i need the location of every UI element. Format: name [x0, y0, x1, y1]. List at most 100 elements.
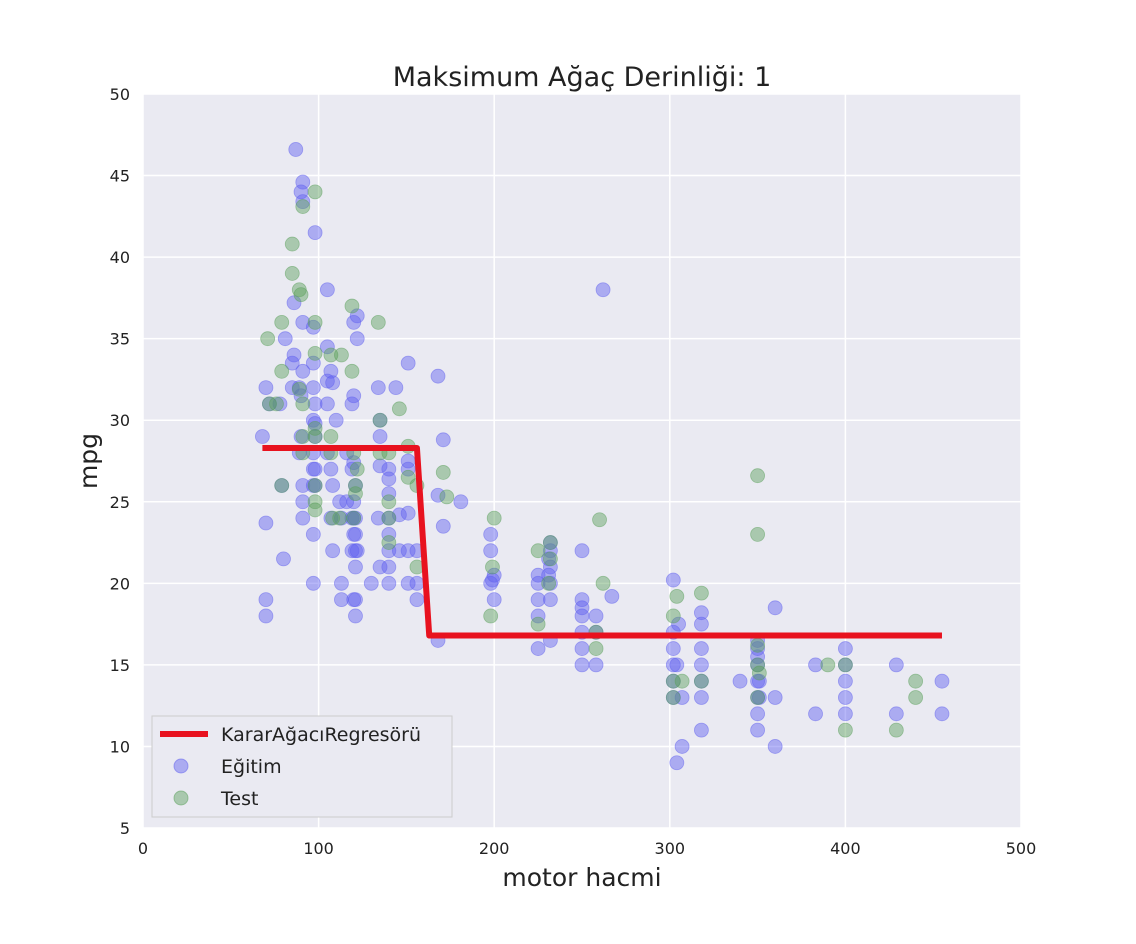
x-tick-label: 300 — [655, 839, 686, 858]
train-point — [295, 194, 311, 210]
train-point — [669, 657, 685, 673]
train-point — [288, 142, 304, 157]
train-point — [349, 331, 365, 347]
test-point — [665, 608, 681, 624]
train-point — [665, 657, 681, 673]
train-point — [346, 388, 362, 404]
train-point — [348, 559, 363, 575]
train-point — [409, 592, 425, 608]
test-point — [381, 494, 397, 510]
test-point — [284, 236, 300, 252]
test-point — [274, 314, 290, 330]
x-tick-label: 0 — [138, 839, 148, 858]
train-point — [694, 657, 709, 673]
test-point — [307, 184, 323, 200]
test-point — [751, 665, 767, 681]
regressor-line — [262, 444, 942, 639]
train-point — [295, 510, 311, 526]
y-tick-label: 20 — [110, 574, 130, 593]
train-point — [483, 527, 499, 542]
train-point — [334, 575, 349, 591]
train-point — [319, 339, 335, 355]
legend-test-swatch — [173, 790, 189, 806]
train-point — [888, 657, 904, 673]
train-point — [483, 543, 499, 559]
legend-label-test: Test — [220, 788, 258, 810]
train-point — [372, 429, 388, 444]
test-point — [323, 347, 339, 363]
train-point — [838, 690, 853, 705]
train-point — [542, 592, 558, 608]
test-point — [838, 657, 853, 673]
train-point — [400, 453, 416, 469]
train-point — [838, 641, 853, 656]
train-point — [348, 608, 363, 624]
y-tick-label: 50 — [110, 85, 130, 104]
test-point — [435, 465, 451, 480]
test-point — [541, 575, 557, 591]
x-tick-label: 200 — [479, 839, 510, 858]
train-point — [934, 706, 950, 722]
train-point — [665, 572, 681, 588]
train-point — [934, 673, 950, 689]
train-point — [323, 363, 339, 379]
test-point — [381, 510, 397, 526]
y-tick-label: 30 — [110, 411, 130, 430]
train-point — [750, 706, 765, 722]
legend-train-swatch — [173, 758, 189, 774]
train-point — [363, 575, 379, 591]
train-point — [328, 412, 344, 428]
test-point — [291, 381, 307, 397]
train-point — [319, 373, 335, 389]
test-point — [348, 478, 363, 493]
test-point — [542, 551, 558, 567]
y-tick-label: 25 — [110, 493, 130, 512]
test-point — [592, 512, 607, 528]
train-point — [370, 380, 386, 396]
train-point — [694, 690, 709, 705]
train-point — [732, 673, 748, 689]
chart-title: Maksimum Ağaç Derinliği: 1 — [393, 62, 772, 93]
train-point — [530, 608, 546, 624]
test-point — [332, 510, 348, 526]
train-point — [409, 575, 425, 591]
train-point — [349, 543, 365, 559]
train-point — [486, 592, 502, 608]
train-point — [694, 722, 709, 738]
train-point — [435, 432, 451, 448]
train-point — [372, 458, 388, 474]
test-point — [439, 489, 455, 505]
test-point — [485, 559, 500, 575]
train-point — [307, 416, 323, 431]
train-point — [750, 649, 765, 665]
test-point — [486, 510, 502, 526]
train-point — [588, 608, 604, 624]
train-point — [750, 722, 765, 738]
test-point — [542, 535, 558, 550]
y-tick-label: 40 — [110, 248, 130, 267]
train-point — [838, 706, 853, 722]
legend-label-regressor: KararAğacıRegresörü — [221, 724, 421, 746]
train-point — [574, 657, 590, 673]
train-point — [808, 706, 823, 722]
train-point — [694, 616, 709, 632]
train-point — [305, 575, 321, 591]
test-point — [530, 616, 546, 632]
test-point — [750, 527, 765, 542]
train-point — [400, 461, 416, 477]
test-point — [669, 588, 685, 604]
train-point — [381, 559, 397, 575]
train-point — [391, 543, 407, 559]
test-point — [665, 690, 681, 705]
train-point — [400, 505, 416, 521]
train-point — [595, 282, 611, 298]
test-point — [307, 478, 323, 493]
train-point — [372, 559, 388, 575]
test-point — [344, 363, 360, 379]
test-point — [346, 510, 362, 526]
train-point — [277, 331, 293, 347]
train-point — [323, 461, 339, 477]
test-point — [674, 673, 690, 689]
test-point — [483, 608, 499, 624]
test-point — [588, 641, 604, 656]
